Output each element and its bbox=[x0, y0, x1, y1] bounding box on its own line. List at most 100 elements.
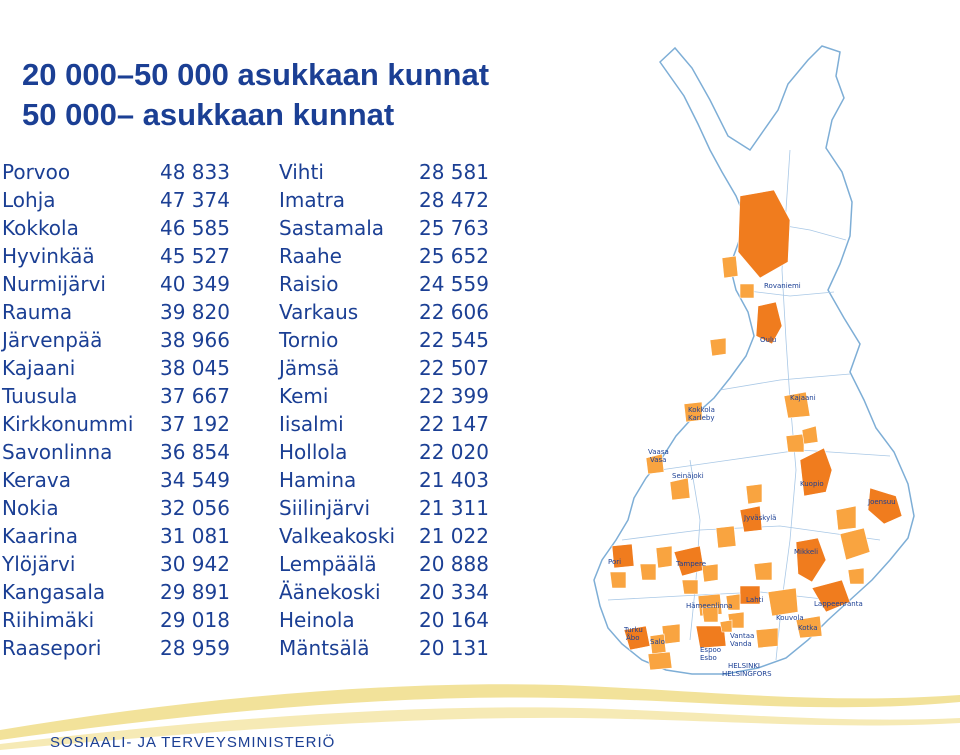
region-raahe bbox=[709, 337, 727, 357]
municipality-name: Iisalmi bbox=[279, 412, 344, 436]
municipality-population: 28 472 bbox=[419, 188, 489, 212]
region-raasepori bbox=[647, 651, 673, 671]
municipality-name: Tornio bbox=[279, 328, 339, 352]
municipality-name: Varkaus bbox=[279, 300, 359, 324]
label-vaasa: Vaasa bbox=[648, 448, 669, 456]
region-kemi bbox=[739, 283, 755, 299]
region-hyvinkaa bbox=[719, 619, 733, 633]
municipality-name: Kerava bbox=[2, 468, 71, 492]
municipality-population: 22 147 bbox=[419, 412, 489, 436]
city-labels: Rovaniemi Oulu Kajaani Kokkola Karleby V… bbox=[608, 282, 896, 678]
medium-municipalities bbox=[609, 255, 871, 671]
municipality-population: 21 403 bbox=[419, 468, 489, 492]
municipality-name: Savonlinna bbox=[2, 440, 113, 464]
region-turku bbox=[623, 625, 651, 651]
region-seinajoki bbox=[669, 477, 691, 501]
municipality-population: 29 018 bbox=[160, 608, 230, 632]
region-kajaani bbox=[783, 391, 811, 419]
label-helsinki: HELSINKI bbox=[728, 662, 760, 670]
region-kokkola bbox=[683, 401, 703, 423]
municipality-population: 38 045 bbox=[160, 356, 230, 380]
label-salo: Salo bbox=[650, 638, 665, 646]
municipality-name: Hamina bbox=[279, 468, 357, 492]
label-karleby: Karleby bbox=[688, 414, 714, 422]
municipality-name: Kirkkonummi bbox=[2, 412, 134, 436]
municipality-name: Raisio bbox=[279, 272, 339, 296]
municipality-population: 45 527 bbox=[160, 244, 230, 268]
label-kuopio: Kuopio bbox=[800, 480, 824, 488]
region-salo bbox=[649, 633, 667, 655]
finland-municipality-map: Rovaniemi Oulu Kajaani Kokkola Karleby V… bbox=[593, 45, 915, 678]
municipality-name: Raahe bbox=[279, 244, 342, 268]
municipality-population: 20 334 bbox=[419, 580, 489, 604]
region-varkaus bbox=[835, 505, 857, 531]
municipality-population: 22 606 bbox=[419, 300, 489, 324]
label-vantaa: Vantaa bbox=[730, 632, 754, 640]
label-rovaniemi: Rovaniemi bbox=[764, 282, 801, 290]
municipality-population: 48 833 bbox=[160, 160, 230, 184]
region-joensuu bbox=[867, 487, 903, 525]
municipality-name: Valkeakoski bbox=[279, 524, 396, 548]
municipality-population: 21 022 bbox=[419, 524, 489, 548]
municipality-population: 37 667 bbox=[160, 384, 230, 408]
municipality-name: Lempäälä bbox=[279, 552, 377, 576]
region-kuopio bbox=[799, 447, 833, 497]
municipality-name: Kaarina bbox=[2, 524, 78, 548]
municipality-name: Järvenpää bbox=[2, 328, 103, 352]
region-valkeakoski bbox=[681, 579, 699, 595]
municipality-population: 25 763 bbox=[419, 216, 489, 240]
label-vanda: Vanda bbox=[730, 640, 752, 648]
municipality-population: 20 164 bbox=[419, 608, 489, 632]
region-helsinki bbox=[695, 625, 727, 649]
municipality-population: 30 942 bbox=[160, 552, 230, 576]
label-lahti: Lahti bbox=[746, 596, 763, 604]
region-aanekoski bbox=[745, 483, 763, 505]
municipality-name: Hollola bbox=[279, 440, 348, 464]
municipality-name: Kokkola bbox=[2, 216, 79, 240]
label-abo: Åbo bbox=[626, 633, 640, 642]
municipality-name: Nokia bbox=[2, 496, 59, 520]
region-rovaniemi bbox=[737, 189, 791, 279]
label-kokkola: Kokkola bbox=[688, 406, 715, 414]
municipality-population: 22 020 bbox=[419, 440, 489, 464]
municipality-population: 21 311 bbox=[419, 496, 489, 520]
municipality-population: 22 507 bbox=[419, 356, 489, 380]
region-nokia-ylojarvi bbox=[655, 545, 673, 569]
label-vasa: Vasa bbox=[650, 456, 666, 464]
municipality-population: 37 192 bbox=[160, 412, 230, 436]
label-oulu: Oulu bbox=[760, 336, 776, 344]
region-tornio bbox=[721, 255, 739, 279]
municipality-population: 32 056 bbox=[160, 496, 230, 520]
footer-wave-decoration bbox=[0, 684, 960, 750]
region-heinola bbox=[753, 561, 773, 581]
label-kotka: Kotka bbox=[798, 624, 818, 632]
municipality-name: Riihimäki bbox=[2, 608, 95, 632]
municipality-population: 22 399 bbox=[419, 384, 489, 408]
ministry-name: SOSIAALI- JA TERVEYSMINISTERIÖ bbox=[50, 734, 336, 751]
label-hameenlinna: Hämeenlinna bbox=[686, 602, 732, 610]
municipality-population: 20 888 bbox=[419, 552, 489, 576]
municipality-name: Rauma bbox=[2, 300, 73, 324]
region-mikkeli bbox=[795, 537, 827, 583]
region-nurmijarvi bbox=[701, 605, 719, 623]
municipality-name: Imatra bbox=[279, 188, 345, 212]
municipality-name: Vihti bbox=[279, 160, 324, 184]
region-vaasa bbox=[645, 453, 665, 475]
slide-title-line-2: 50 000– asukkaan kunnat bbox=[22, 97, 395, 132]
municipality-name: Tuusula bbox=[2, 384, 78, 408]
region-pori bbox=[611, 543, 635, 569]
slide-title-line-1: 20 000–50 000 asukkaan kunnat bbox=[22, 57, 490, 92]
municipality-name: Heinola bbox=[279, 608, 355, 632]
municipality-population: 24 559 bbox=[419, 272, 489, 296]
municipality-population: 36 854 bbox=[160, 440, 230, 464]
municipality-population: 46 585 bbox=[160, 216, 230, 240]
label-tampere: Tampere bbox=[675, 560, 706, 568]
region-lappeenranta bbox=[811, 579, 851, 613]
municipality-name: Lohja bbox=[2, 188, 56, 212]
municipality-population: 20 131 bbox=[419, 636, 489, 660]
municipality-name: Mäntsälä bbox=[279, 636, 370, 660]
municipality-population: 39 820 bbox=[160, 300, 230, 324]
municipality-population: 22 545 bbox=[419, 328, 489, 352]
municipality-name: Hyvinkää bbox=[2, 244, 95, 268]
region-kangasala bbox=[701, 563, 719, 583]
